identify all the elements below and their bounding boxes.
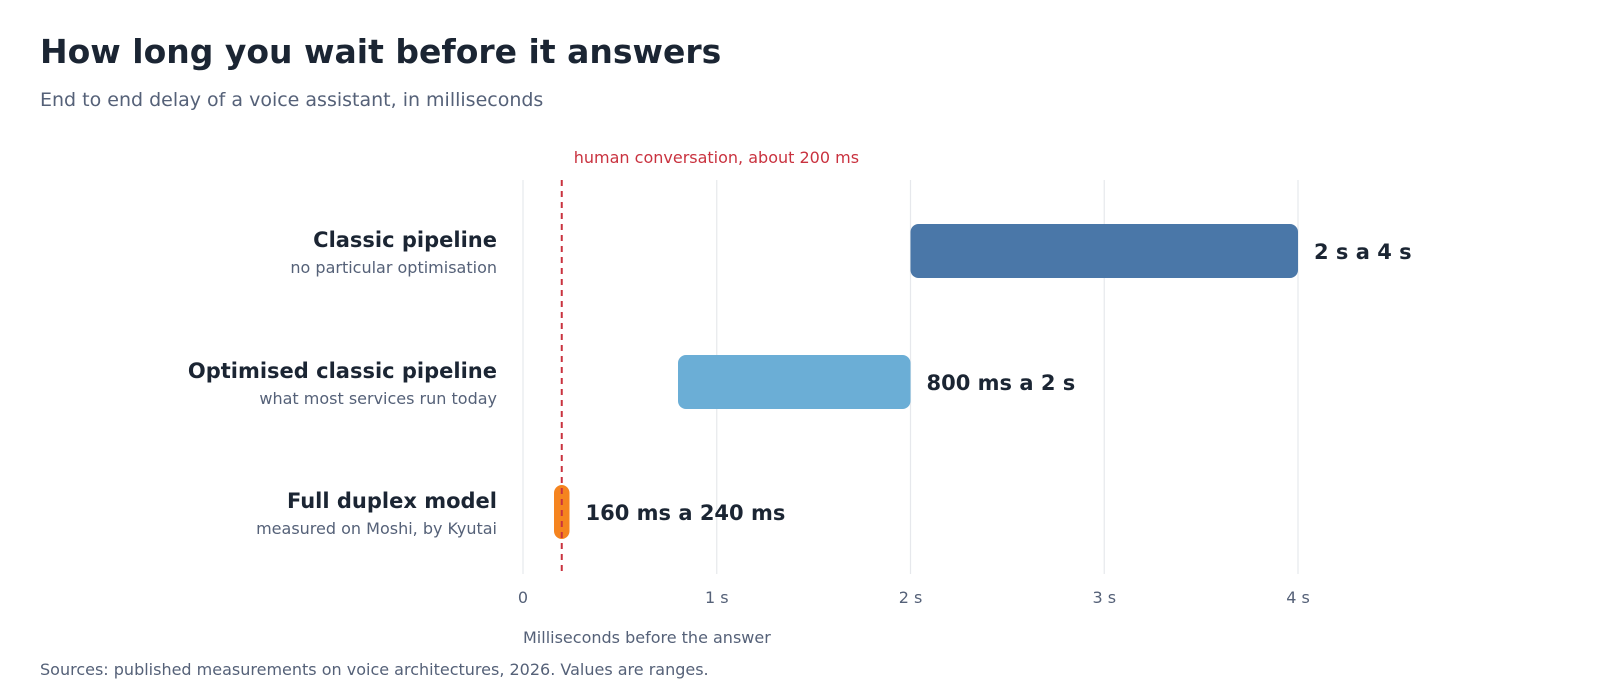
value-label: 2 s a 4 s xyxy=(1314,240,1412,264)
value-label: 800 ms a 2 s xyxy=(927,371,1076,395)
chart-subtitle: End to end delay of a voice assistant, i… xyxy=(40,89,544,111)
labels: 0 1 s 2 s 3 s 4 s 2 s a 4 s Classic pipeline no… xyxy=(188,148,1412,607)
reference-line-label: human conversation, about 200 ms xyxy=(574,148,859,167)
x-tick-label: 1 s xyxy=(705,588,729,607)
chart-title: How long you wait before it answers xyxy=(40,32,722,71)
category-name: Classic pipeline xyxy=(313,228,497,252)
category-description: measured on Moshi, by Kyutai xyxy=(256,519,497,538)
category-name: Full duplex model xyxy=(287,489,497,513)
category-name: Optimised classic pipeline xyxy=(188,359,497,383)
value-label: 160 ms a 240 ms xyxy=(586,501,786,525)
x-tick-label: 0 xyxy=(518,588,528,607)
category-description: what most services run today xyxy=(259,389,497,408)
x-tick-label: 2 s xyxy=(899,588,923,607)
range-bar xyxy=(678,355,911,409)
source-note: Sources: published measurements on voice… xyxy=(40,660,709,679)
range-bar xyxy=(910,224,1298,278)
x-tick-label: 3 s xyxy=(1092,588,1116,607)
category-description: no particular optimisation xyxy=(290,258,497,277)
bars xyxy=(554,224,1298,539)
x-tick-label: 4 s xyxy=(1286,588,1310,607)
x-axis-label: Milliseconds before the answer xyxy=(523,628,771,647)
